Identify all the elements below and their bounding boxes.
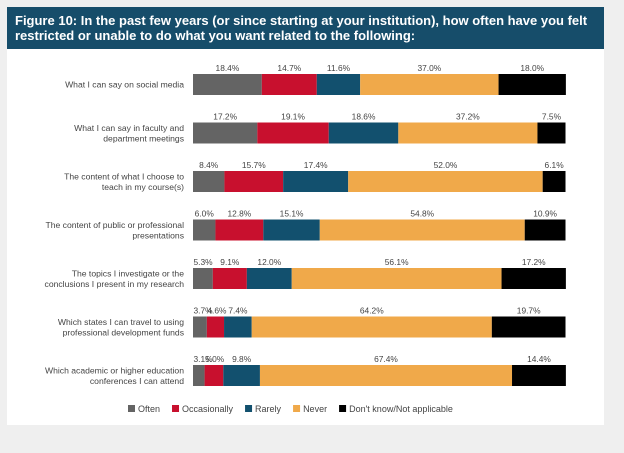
data-label: 5.3% — [194, 257, 214, 267]
data-label: 7.4% — [228, 306, 248, 316]
bar-segment — [246, 268, 292, 289]
bar-segment — [224, 171, 284, 192]
legend-label: Often — [138, 404, 160, 414]
bar-segment — [259, 365, 513, 386]
data-label: 19.1% — [281, 112, 305, 122]
bar-segment — [263, 219, 320, 241]
bar-segment — [193, 268, 213, 289]
category-label: Which academic or higher education confer… — [45, 365, 184, 386]
chart-panel: What I can say on social media 18.4% 14.7%… — [7, 49, 604, 425]
category-label: What I can say in faculty and department … — [74, 123, 184, 144]
data-label: 6.1% — [545, 160, 565, 170]
stacked-bar-chart: What I can say on social media 18.4% 14.7%… — [45, 63, 566, 414]
data-label: 18.6% — [352, 112, 376, 122]
category-label: Which states I can travel to using profes… — [58, 317, 184, 338]
data-label: 52.0% — [434, 160, 458, 170]
category-label: What I can say on social media — [65, 80, 184, 90]
data-label: 17.4% — [304, 160, 328, 170]
bar-segment — [398, 122, 538, 144]
data-label: 54.8% — [410, 209, 434, 219]
bar-segment — [542, 171, 566, 192]
data-label: 12.0% — [257, 257, 281, 267]
data-label: 4.6% — [207, 306, 227, 316]
bar-segment — [261, 74, 317, 95]
bar-segment — [193, 219, 216, 241]
category-label: The topics I investigate or the conclusio… — [45, 268, 185, 289]
data-label: 11.6% — [327, 63, 351, 73]
data-label: 17.2% — [522, 257, 546, 267]
data-label: 67.4% — [374, 354, 398, 364]
legend-label: Rarely — [255, 404, 282, 414]
bar-segment — [316, 74, 361, 95]
data-label: 3.1% — [194, 354, 214, 364]
legend-swatch — [172, 405, 180, 412]
bar-segment — [215, 219, 264, 241]
legend-swatch — [245, 405, 253, 412]
bar-segment — [224, 316, 252, 338]
bar-segment — [501, 268, 566, 289]
data-label: 15.1% — [280, 209, 304, 219]
legend-swatch — [128, 405, 135, 412]
bar-segment — [257, 122, 329, 144]
data-label: 64.2% — [360, 306, 384, 316]
bar-segment — [251, 316, 492, 338]
bar-segment — [491, 316, 566, 338]
bar-segment — [291, 268, 502, 289]
bar-segment — [283, 171, 349, 192]
bar-segment — [360, 74, 499, 95]
bar-segment — [328, 122, 399, 144]
legend-label: Occasionally — [182, 404, 234, 414]
data-label: 37.2% — [456, 112, 480, 122]
legend-label: Don't know/Not applicable — [349, 404, 453, 414]
bar-segment — [206, 316, 225, 338]
bar-segment — [212, 268, 247, 289]
category-label: The content of public or professional pre… — [45, 220, 184, 241]
data-label: 14.7% — [277, 63, 301, 73]
figure-title: Figure 10: In the past few years (or sin… — [7, 7, 604, 49]
data-label: 17.2% — [213, 112, 237, 122]
legend-swatch — [293, 405, 301, 412]
bar-segment — [204, 365, 224, 386]
data-label: 15.7% — [242, 160, 266, 170]
bar-segment — [537, 122, 566, 144]
bar-segment — [193, 365, 205, 386]
bar-segment — [193, 74, 262, 95]
bar-segment — [348, 171, 543, 192]
data-label: 7.5% — [542, 112, 562, 122]
bar-segment — [498, 74, 566, 95]
data-label: 3.7% — [194, 306, 214, 316]
data-label: 10.9% — [533, 209, 557, 219]
data-label: 8.4% — [199, 160, 219, 170]
legend-swatch — [339, 405, 347, 412]
bar-segment — [319, 219, 525, 241]
category-label: The content of what I choose to teach in … — [64, 171, 184, 192]
data-label: 6.0% — [195, 209, 215, 219]
legend-label: Never — [303, 404, 327, 414]
data-label: 14.4% — [527, 354, 551, 364]
data-label: 5.0% — [205, 354, 225, 364]
data-label: 56.1% — [385, 257, 409, 267]
bar-segment — [223, 365, 260, 386]
bar-segment — [512, 365, 566, 386]
data-label: 18.0% — [520, 63, 544, 73]
data-label: 9.1% — [220, 257, 240, 267]
bar-segment — [193, 122, 258, 144]
data-label: 18.4% — [216, 63, 240, 73]
bar-segment — [524, 219, 566, 241]
data-label: 37.0% — [417, 63, 441, 73]
bar-segment — [193, 316, 207, 338]
bar-segment — [193, 171, 225, 192]
data-label: 19.7% — [517, 306, 541, 316]
data-label: 9.8% — [232, 354, 252, 364]
data-label: 12.8% — [228, 209, 252, 219]
